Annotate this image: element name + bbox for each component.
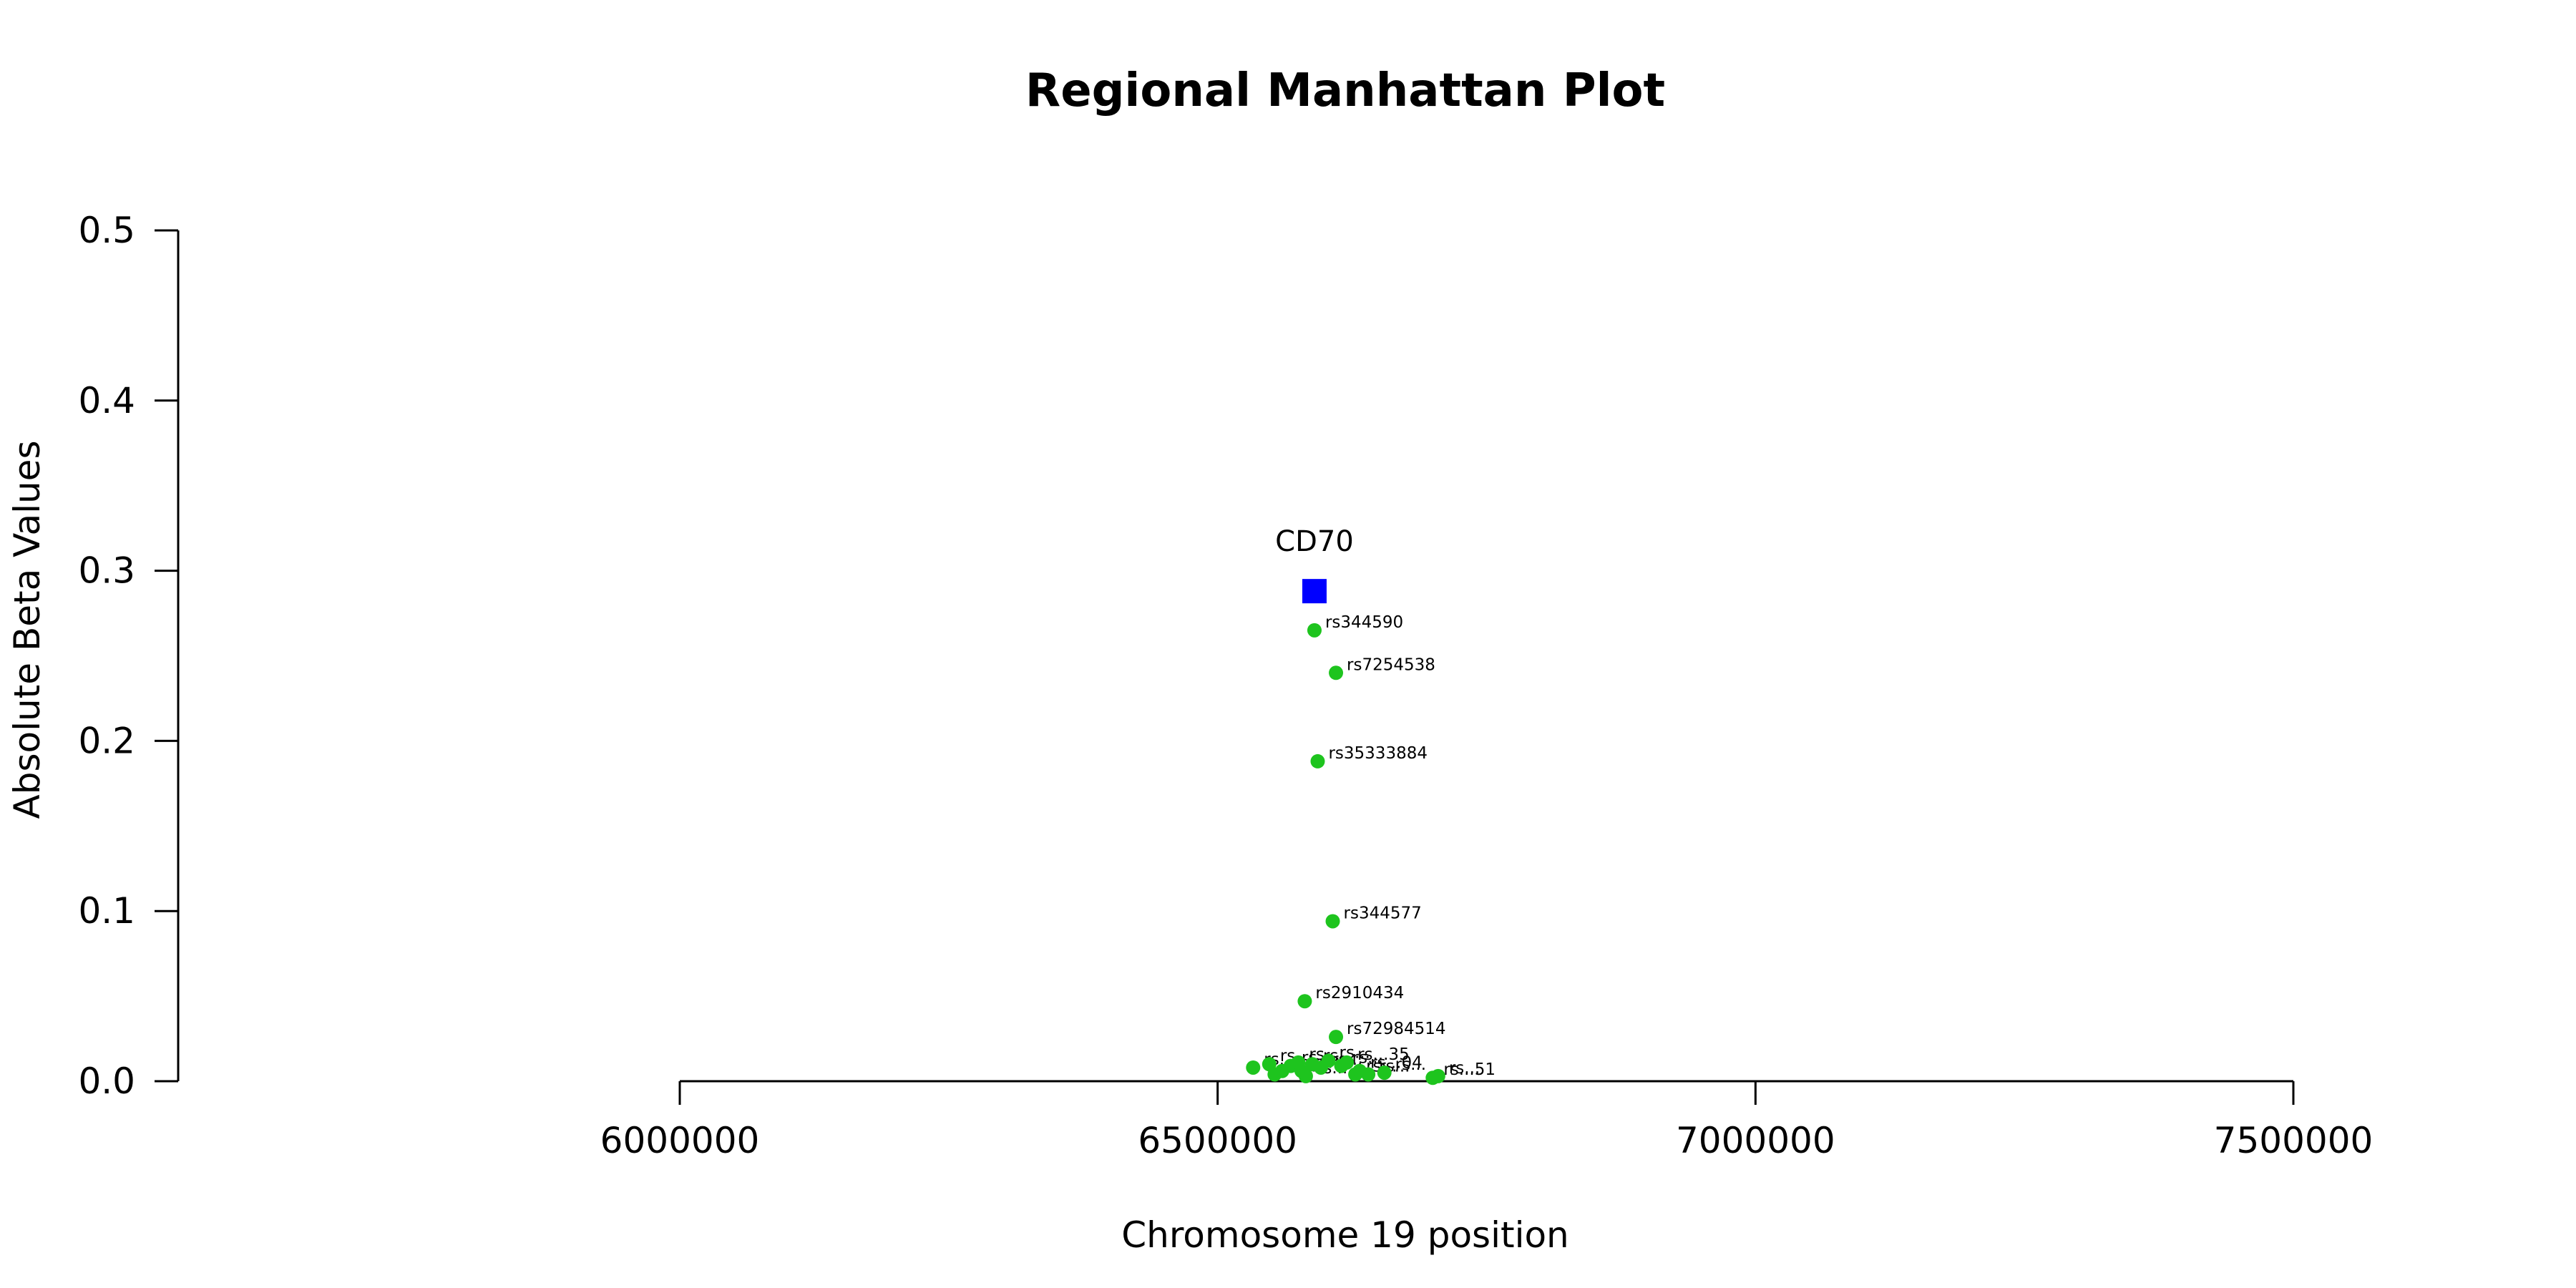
snp-label: rs344577	[1344, 904, 1422, 922]
y-tick-label: 0.4	[78, 380, 135, 421]
snp-point	[1430, 1068, 1445, 1083]
snp-label: rs...	[1449, 1059, 1480, 1078]
y-tick-label: 0.1	[78, 890, 135, 932]
snp-label: rs35333884	[1328, 744, 1428, 763]
snp-point	[1310, 753, 1325, 769]
snp-label: rs7254538	[1347, 655, 1435, 674]
snp-label: rs...	[1395, 1055, 1426, 1074]
snp-point	[1377, 1065, 1392, 1080]
x-tick-label: 6500000	[1138, 1120, 1297, 1161]
y-tick-label: 0.5	[78, 210, 135, 251]
snp-point	[1246, 1060, 1261, 1075]
snp-point	[1267, 1067, 1282, 1082]
snp-point	[1340, 1055, 1355, 1070]
snp-point	[1325, 914, 1340, 929]
y-tick-label: 0.3	[78, 550, 135, 592]
snp-point	[1329, 665, 1344, 680]
x-tick-label: 7000000	[1676, 1120, 1835, 1161]
snp-point	[1298, 1068, 1313, 1083]
gene-label: CD70	[1275, 525, 1354, 558]
snp-label: rs72984514	[1347, 1020, 1446, 1038]
axes: 0.0 0.1 0.2 0.3 0.4 0.5 6000000 6500000 7000000 7…	[78, 210, 2373, 1161]
snp-point	[1321, 1053, 1336, 1068]
y-tick-label: 0.0	[78, 1060, 135, 1102]
x-tick-label: 6000000	[600, 1120, 760, 1161]
snp-label: rs344590	[1325, 613, 1403, 632]
snp-label: rs...	[1352, 1049, 1383, 1068]
chart-title: Regional Manhattan Plot	[1025, 64, 1665, 117]
snp-point	[1297, 994, 1312, 1009]
snp-point	[1329, 1030, 1344, 1045]
y-axis-label: Absolute Beta Values	[6, 441, 48, 819]
snp-point	[1361, 1067, 1376, 1082]
snp-point	[1307, 623, 1322, 638]
snp-label: rs...35	[1357, 1045, 1410, 1064]
data-points: rs344590 rs7254538 rs35333884 rs344577 rs291…	[1246, 613, 1496, 1085]
gene-marker	[1302, 579, 1327, 604]
y-tick-label: 0.2	[78, 720, 135, 761]
snp-label: rs...51	[1443, 1060, 1496, 1079]
x-axis-label: Chromosome 19 position	[1121, 1214, 1569, 1256]
snp-label: rs2910434	[1315, 984, 1404, 1002]
x-tick-label: 7500000	[2214, 1120, 2373, 1161]
gene-marker-group: CD70	[1275, 525, 1354, 604]
